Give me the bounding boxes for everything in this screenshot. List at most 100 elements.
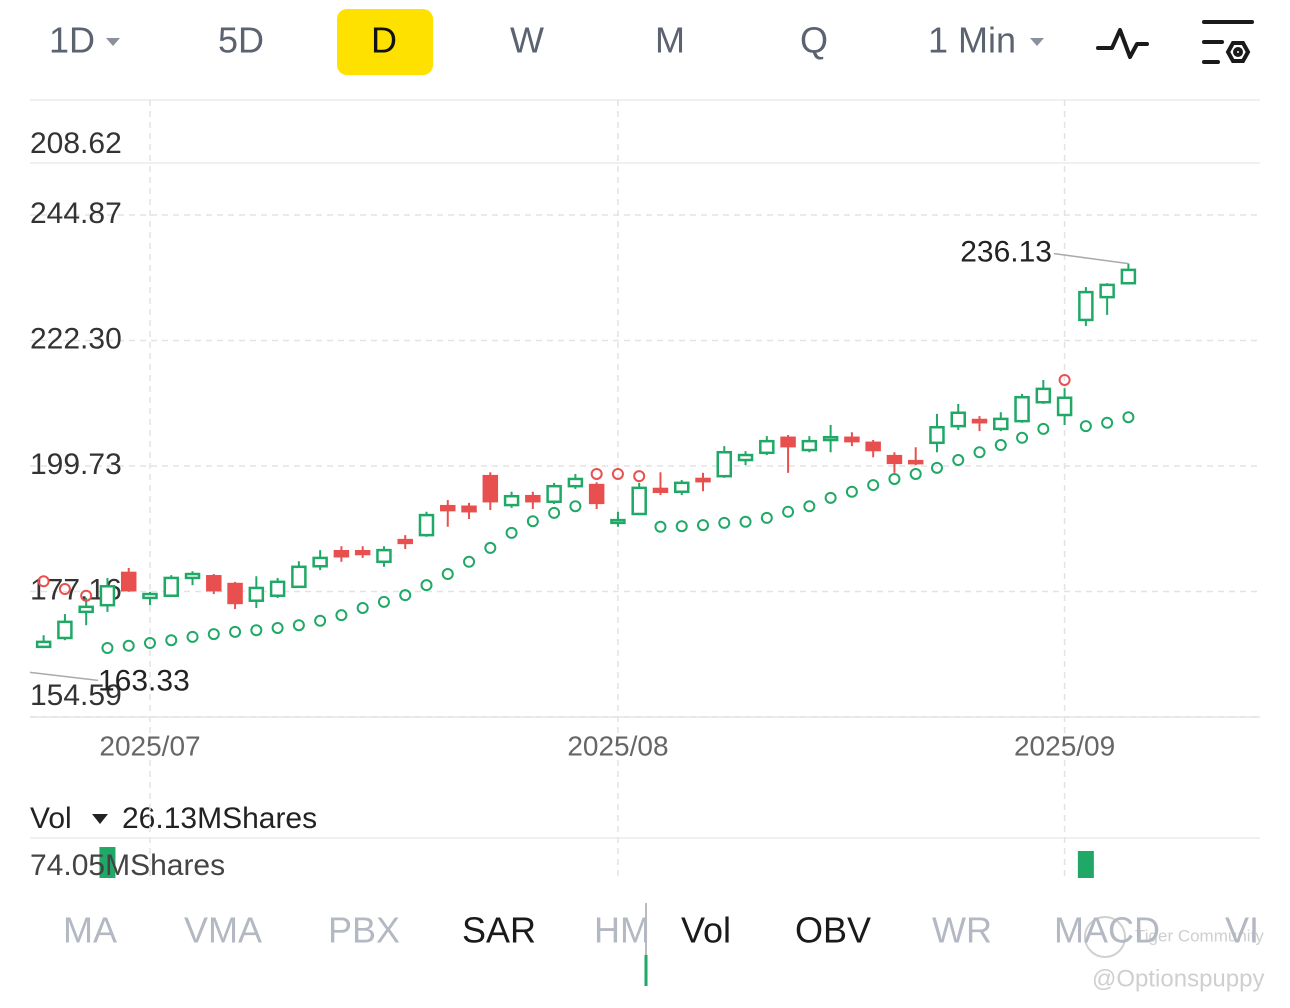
indicator-tab[interactable]: WR <box>932 910 992 951</box>
indicator-tab[interactable]: MACD <box>1054 910 1160 951</box>
indicator-tab[interactable]: Vol <box>681 910 731 951</box>
candle-body <box>588 483 605 505</box>
candle-body <box>822 435 839 442</box>
indicator-tab[interactable]: OBV <box>795 910 871 951</box>
candle-body <box>652 487 669 493</box>
candle-body <box>206 575 222 592</box>
sar-dot <box>356 601 369 614</box>
period-tab[interactable]: 1 Min <box>928 20 1016 61</box>
settings-icon[interactable] <box>1202 20 1254 64</box>
sar-dot <box>697 519 710 532</box>
high-label: 236.13 <box>960 236 1052 269</box>
watermark: Tiger Community <box>1135 926 1264 945</box>
candle-body <box>120 571 137 592</box>
candle-body <box>227 582 243 605</box>
sar-dot <box>824 491 837 504</box>
candle-body <box>291 565 307 589</box>
volume-max-label: 74.05MShares <box>30 849 225 882</box>
indicator-tab[interactable]: SAR <box>462 910 536 951</box>
sar-dot <box>207 628 220 641</box>
candle-body <box>844 436 860 443</box>
sar-dot <box>526 515 539 528</box>
sar-dot <box>994 439 1007 452</box>
y-tick-label: 244.87 <box>30 197 122 230</box>
volume-current: 26.13MShares <box>122 802 317 835</box>
indicator-tab-row: MA VMA PBX SAR HM Vol OBV WR MACD VI <box>63 910 1259 951</box>
period-tab[interactable]: D <box>371 20 397 61</box>
candle-body <box>461 505 477 513</box>
candle-body <box>929 425 945 445</box>
sar-dot <box>633 470 646 483</box>
sar-dot <box>845 485 858 498</box>
sar-dot <box>1101 416 1114 429</box>
candle-body <box>716 451 733 478</box>
sar-dot <box>484 541 497 554</box>
indicator-tab[interactable]: MA <box>63 910 117 951</box>
candle-body <box>801 439 818 452</box>
candle-body <box>354 549 371 556</box>
candle-body <box>269 580 286 597</box>
indicator-icon[interactable] <box>1096 28 1149 59</box>
indicator-tab[interactable]: PBX <box>328 910 400 951</box>
axis-top-label: 208.62 <box>30 127 122 160</box>
period-tab[interactable]: M <box>655 20 685 61</box>
sar-dot <box>335 609 348 622</box>
sar-dot <box>739 515 752 528</box>
candle-body <box>780 436 796 448</box>
sar-dot <box>973 446 986 459</box>
y-tick-label: 222.30 <box>30 322 122 355</box>
indicator-tab[interactable]: HM <box>594 910 650 951</box>
sar-dot <box>782 505 795 518</box>
sar-dot <box>803 500 816 513</box>
indicator-tab[interactable]: VI <box>1225 910 1259 951</box>
candle-body <box>312 556 328 568</box>
sar-dot <box>1079 420 1092 433</box>
candle-body <box>482 474 499 503</box>
candle-body <box>737 453 754 462</box>
candle-body <box>397 538 413 545</box>
sar-dot <box>909 467 922 480</box>
candle-body <box>1056 396 1073 417</box>
candle-body <box>993 417 1009 431</box>
sar-dot <box>548 506 561 519</box>
candle-body <box>1099 283 1115 299</box>
sar-dot <box>654 520 667 533</box>
high-pointer <box>1053 252 1129 265</box>
period-tab[interactable]: Q <box>800 20 828 61</box>
sar-dot <box>37 575 50 588</box>
candle-body <box>184 572 201 580</box>
sar-dot <box>930 461 943 474</box>
low-label: 163.33 <box>98 664 190 697</box>
sar-dot <box>101 641 114 654</box>
candle-body <box>886 454 903 465</box>
sar-dot <box>1016 431 1029 444</box>
volume-dropdown-arrow[interactable] <box>92 814 108 824</box>
candle-body <box>1120 268 1137 285</box>
sar-dot <box>314 614 327 627</box>
sar-dot <box>186 630 199 643</box>
period-tab[interactable]: W <box>510 20 544 61</box>
sar-dot <box>505 526 518 539</box>
sar-dot <box>441 568 454 581</box>
volume-bar <box>1077 850 1094 878</box>
dropdown-arrow[interactable] <box>1030 38 1044 46</box>
candle-body <box>1014 395 1030 423</box>
indicator-tab[interactable]: VMA <box>184 910 262 951</box>
selected-tab-bg <box>337 9 433 75</box>
dropdown-arrow[interactable] <box>106 38 120 46</box>
sar-dot <box>463 555 476 568</box>
candle-body <box>673 481 690 493</box>
sar-dot <box>718 516 731 529</box>
sar-dot <box>590 467 603 480</box>
period-tab[interactable]: 1D <box>49 20 95 61</box>
volume-label[interactable]: Vol <box>30 802 72 835</box>
candle-body <box>610 518 626 525</box>
y-tick-label: 199.73 <box>30 448 122 481</box>
candle-body <box>1078 290 1094 322</box>
sar-dot <box>760 511 773 524</box>
candle-body <box>525 494 541 503</box>
period-tab[interactable]: 5D <box>218 20 264 61</box>
sar-dot <box>675 520 688 533</box>
sar-dot <box>122 639 135 652</box>
